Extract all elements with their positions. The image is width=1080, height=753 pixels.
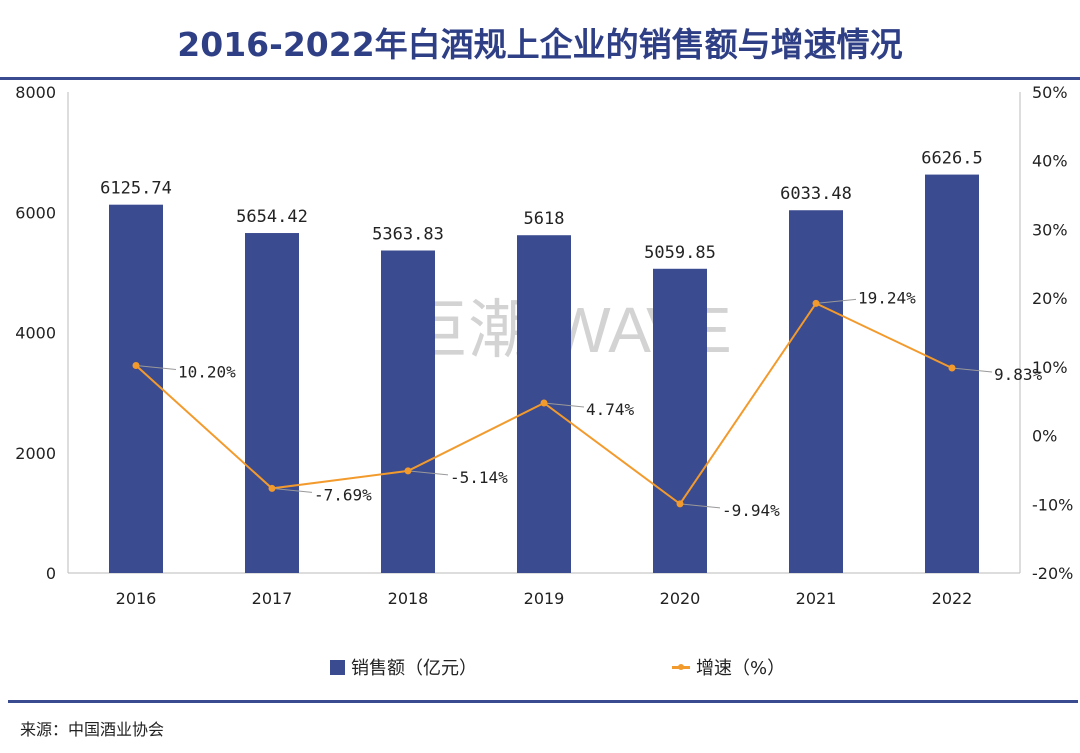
growth-value-label: -7.69%	[314, 485, 372, 504]
leader-line	[271, 487, 313, 493]
chart-title: 2016-2022年白酒规上企业的销售额与增速情况	[177, 25, 903, 64]
chart: 巨潮 WAVE02000400060008000-20%-10%0%10%20%…	[15, 83, 1073, 608]
right-tick-label: 30%	[1032, 220, 1068, 239]
growth-point-2019	[540, 399, 548, 407]
legend-line-swatch	[672, 663, 690, 670]
leader-line	[951, 367, 993, 373]
legend-item-sales[interactable]: 销售额（亿元）	[330, 654, 477, 680]
x-tick-label: 2018	[388, 589, 429, 608]
leader-line	[407, 470, 449, 476]
bar-2018	[381, 250, 435, 573]
bar-value-label: 6626.5	[921, 149, 982, 169]
right-tick-label: -10%	[1032, 495, 1073, 514]
x-tick-label: 2022	[932, 589, 973, 608]
bar-2017	[245, 233, 299, 573]
leader-line	[679, 503, 721, 509]
bar-2020	[653, 268, 707, 573]
growth-point-2022	[948, 364, 956, 372]
legend-label-growth: 增速（%）	[696, 658, 786, 679]
leader-line	[543, 402, 585, 408]
growth-point-2020	[676, 500, 684, 508]
growth-value-label: -5.14%	[450, 468, 508, 487]
bar-value-label: 5059.85	[644, 243, 716, 263]
legend-item-growth[interactable]: 增速（%）	[672, 654, 785, 680]
source-note: 来源：中国酒业协会	[20, 720, 165, 739]
bar-value-label: 6125.74	[100, 179, 172, 199]
bar-2022	[925, 174, 979, 574]
right-tick-label: 20%	[1032, 289, 1068, 308]
right-tick-label: 0%	[1032, 427, 1057, 446]
bar-value-label: 6033.48	[780, 184, 852, 204]
legend-label-sales: 销售额（亿元）	[351, 658, 477, 679]
growth-value-label: 9.83%	[994, 365, 1043, 384]
growth-value-label: -9.94%	[722, 501, 780, 520]
x-tick-label: 2019	[524, 589, 565, 608]
leader-line	[815, 298, 857, 304]
right-tick-label: -20%	[1032, 564, 1073, 583]
left-tick-label: 2000	[15, 444, 56, 463]
x-tick-label: 2021	[796, 589, 837, 608]
bar-value-label: 5363.83	[372, 224, 444, 244]
left-tick-label: 0	[46, 564, 56, 583]
legend-bar-swatch	[330, 659, 345, 675]
title-divider	[0, 77, 1080, 80]
left-tick-label: 6000	[15, 203, 56, 222]
bar-2016	[109, 204, 163, 573]
right-tick-label: 40%	[1032, 152, 1068, 171]
growth-point-2016	[132, 361, 140, 369]
left-tick-label: 4000	[15, 324, 56, 343]
growth-value-label: 10.20%	[178, 362, 236, 381]
x-tick-label: 2020	[660, 589, 701, 608]
growth-value-label: 19.24%	[858, 288, 916, 307]
right-tick-label: 10%	[1032, 358, 1068, 377]
growth-point-2021	[812, 299, 820, 307]
left-tick-label: 8000	[15, 83, 56, 102]
footer-divider	[8, 700, 1078, 703]
growth-point-2017	[268, 484, 276, 492]
x-tick-label: 2017	[252, 589, 293, 608]
leader-line	[135, 364, 177, 370]
x-tick-label: 2016	[116, 589, 157, 608]
right-tick-label: 50%	[1032, 83, 1068, 102]
growth-point-2018	[404, 467, 412, 475]
bar-value-label: 5618	[524, 209, 565, 229]
bar-value-label: 5654.42	[236, 207, 308, 227]
bar-2021	[789, 210, 843, 574]
growth-value-label: 4.74%	[586, 400, 635, 419]
